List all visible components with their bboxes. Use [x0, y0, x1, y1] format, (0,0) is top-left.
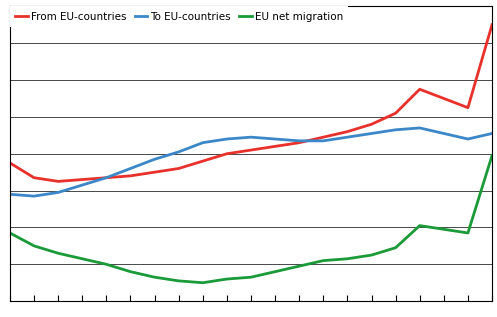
- Legend: From EU-countries, To EU-countries, EU net migration: From EU-countries, To EU-countries, EU n…: [10, 6, 348, 27]
